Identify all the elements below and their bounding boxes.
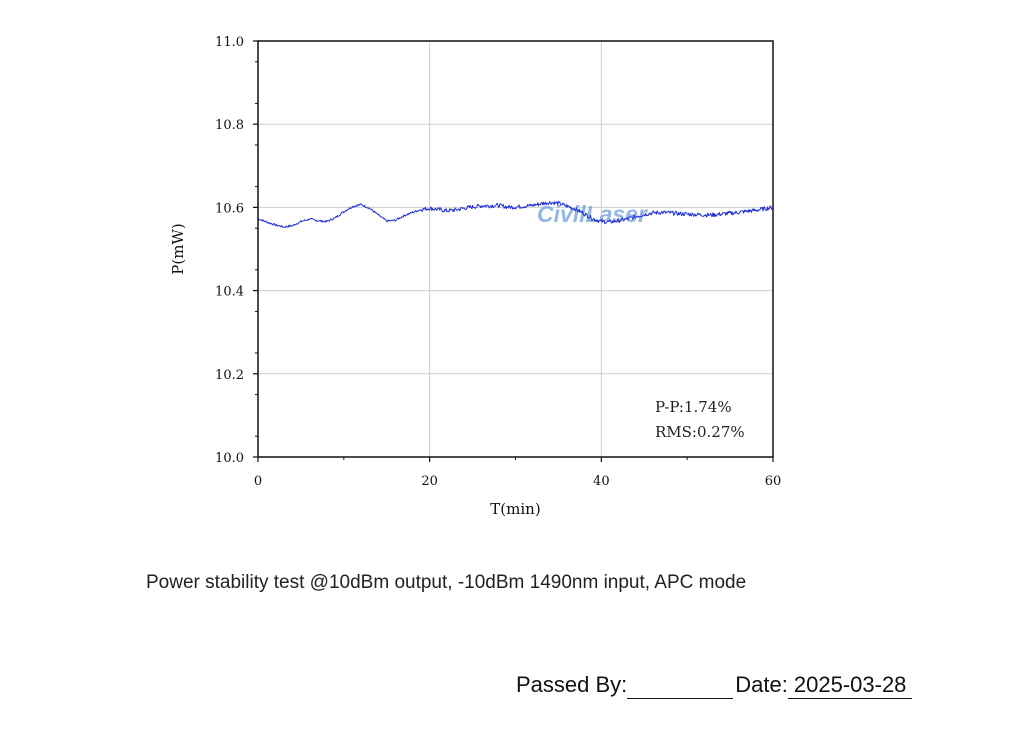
y-tick-label: 10.6 — [215, 201, 244, 216]
plot-frame — [257, 40, 774, 458]
x-tick-label: 20 — [421, 474, 438, 489]
peak-to-peak-annotation: P-P:1.74% — [655, 398, 732, 416]
y-tick-label: 10.2 — [215, 368, 244, 383]
y-tick-label: 10.4 — [215, 285, 244, 300]
y-tick-label: 10.8 — [215, 118, 244, 133]
date-value: 2025-03-28 — [787, 672, 913, 699]
x-axis-title: T(min) — [490, 500, 540, 518]
y-tick-label: 11.0 — [215, 35, 244, 50]
date-label: Date: — [735, 672, 788, 697]
chart-svg: 10.0 10.2 10.4 10.6 10.8 11.0 0 20 40 60 T(min) P(m… — [169, 35, 782, 518]
y-axis-title: P(mW) — [169, 223, 187, 274]
x-tick-label: 60 — [765, 474, 782, 489]
chart-caption: Power stability test @10dBm output, -10d… — [146, 572, 747, 593]
passed-by-label: Passed By: — [516, 672, 628, 697]
y-tick-label: 10.0 — [215, 451, 244, 466]
watermark-logo: CivilLaser — [537, 201, 648, 227]
rms-annotation: RMS:0.27% — [655, 423, 745, 441]
series-line — [257, 200, 774, 228]
power-stability-chart: 10.0 10.2 10.4 10.6 10.8 11.0 0 20 40 60 T(min) P(m… — [169, 35, 782, 518]
signoff-line: Passed By: Date: 2025-03-28 — [516, 672, 913, 699]
x-tick-label: 40 — [593, 474, 610, 489]
x-tick-label: 0 — [254, 474, 262, 489]
passed-by-blank — [627, 676, 734, 699]
